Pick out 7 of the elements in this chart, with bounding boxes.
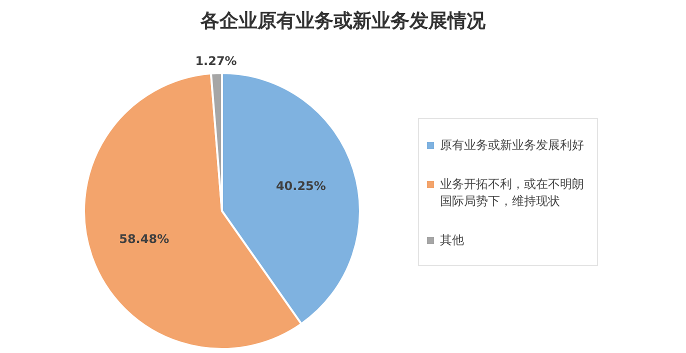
data-label: 58.48% (119, 232, 170, 246)
data-label: 1.27% (195, 54, 237, 68)
data-label: 40.25% (276, 179, 326, 194)
chart-title: 各企业原有业务或新业务发展情况 (199, 9, 486, 34)
legend-label: 原有业务或新业务发展利好 (440, 137, 584, 154)
legend-label: 业务开拓不利，或在不明朗国际局势下，维持现状 (440, 176, 585, 210)
legend-label: 其他 (440, 232, 464, 249)
